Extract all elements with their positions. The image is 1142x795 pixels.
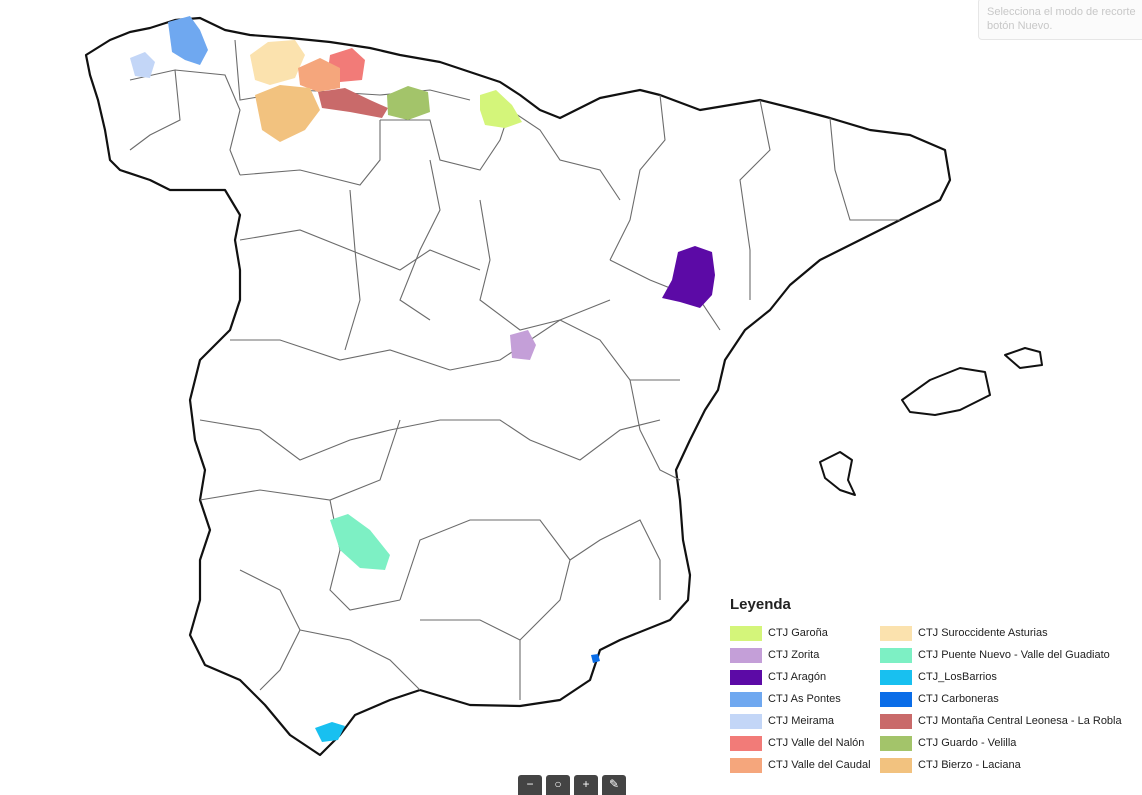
legend-title: Leyenda — [730, 596, 791, 613]
region-ctj-guardo-velilla[interactable] — [387, 86, 430, 120]
legend-swatch — [880, 691, 912, 707]
legend-label: CTJ Guardo - Velilla — [918, 737, 1017, 749]
legend-item: CTJ Suroccidente Asturias — [880, 622, 1122, 644]
region-ctj-puente-nuevo[interactable] — [330, 514, 390, 570]
legend-label: CTJ Zorita — [768, 649, 820, 661]
region-ctj-aragon[interactable] — [662, 246, 715, 308]
legend-label: CTJ Montaña Central Leonesa - La Robla — [918, 715, 1122, 727]
region-ctj-valle-caudal[interactable] — [298, 58, 340, 92]
legend-column-left: CTJ Garoña CTJ Zorita CTJ Aragón CTJ As … — [730, 622, 871, 776]
legend-swatch — [880, 713, 912, 729]
region-ctj-bierzo-laciana[interactable] — [255, 85, 320, 142]
search-icon: ○ — [554, 777, 562, 791]
legend-label: CTJ Suroccidente Asturias — [918, 627, 1048, 639]
region-ctj-meirama[interactable] — [130, 52, 155, 78]
legend-item: CTJ Zorita — [730, 644, 871, 666]
legend-item: CTJ Bierzo - Laciana — [880, 754, 1122, 776]
legend-swatch — [730, 757, 762, 773]
tooltip-hint: Selecciona el modo de recorte botón Nuev… — [978, 0, 1142, 40]
region-ctj-carboneras[interactable] — [591, 654, 600, 663]
legend-item: CTJ Guardo - Velilla — [880, 732, 1122, 754]
legend-item: CTJ Garoña — [730, 622, 871, 644]
legend-label: CTJ As Pontes — [768, 693, 841, 705]
legend-label: CTJ Puente Nuevo - Valle del Guadiato — [918, 649, 1110, 661]
legend-item: CTJ Puente Nuevo - Valle del Guadiato — [880, 644, 1122, 666]
legend-label: CTJ Bierzo - Laciana — [918, 759, 1021, 771]
region-ctj-montana-central-leonesa[interactable] — [318, 88, 388, 118]
legend-column-right: CTJ Suroccidente Asturias CTJ Puente Nue… — [880, 622, 1122, 776]
legend-swatch — [730, 713, 762, 729]
pen-icon: ✎ — [608, 777, 620, 791]
legend-label: CTJ Valle del Nalón — [768, 737, 865, 749]
region-ctj-suroccidente-asturias[interactable] — [250, 40, 305, 85]
legend-item: CTJ Valle del Nalón — [730, 732, 871, 754]
zoom-out-button[interactable]: − — [518, 775, 542, 795]
search-button[interactable]: ○ — [546, 775, 570, 795]
legend-swatch — [730, 735, 762, 751]
legend-swatch — [730, 691, 762, 707]
tooltip-line-2: botón Nuevo. — [987, 20, 1053, 32]
region-ctj-zorita[interactable] — [510, 330, 536, 360]
legend-label: CTJ_LosBarrios — [918, 671, 997, 683]
legend-swatch — [880, 757, 912, 773]
legend-label: CTJ Carboneras — [918, 693, 999, 705]
region-ctj-as-pontes[interactable] — [168, 16, 208, 65]
legend-item: CTJ_LosBarrios — [880, 666, 1122, 688]
region-ctj-garona[interactable] — [480, 90, 522, 128]
peninsula-outline — [84, 16, 952, 757]
province-boundaries — [129, 39, 900, 700]
legend-label: CTJ Valle del Caudal — [768, 759, 871, 771]
legend-swatch — [730, 647, 762, 663]
legend-swatch — [880, 669, 912, 685]
legend-label: CTJ Garoña — [768, 627, 828, 639]
ibiza-island — [819, 451, 856, 496]
menorca-island — [1004, 347, 1043, 369]
tooltip-line-1: Selecciona el modo de recorte — [987, 6, 1136, 18]
legend: Leyenda CTJ Garoña CTJ Zorita CTJ Aragón… — [730, 596, 1140, 781]
legend-swatch — [730, 625, 762, 641]
legend-swatch — [880, 625, 912, 641]
legend-swatch — [730, 669, 762, 685]
mallorca-island — [901, 367, 991, 416]
legend-swatch — [880, 647, 912, 663]
legend-swatch — [880, 735, 912, 751]
legend-item: CTJ Valle del Caudal — [730, 754, 871, 776]
plus-icon: + — [582, 777, 590, 791]
draw-button[interactable]: ✎ — [602, 775, 626, 795]
legend-item: CTJ Aragón — [730, 666, 871, 688]
legend-item: CTJ Montaña Central Leonesa - La Robla — [880, 710, 1122, 732]
minus-icon: − — [526, 777, 534, 791]
legend-label: CTJ Aragón — [768, 671, 827, 683]
region-ctj-los-barrios[interactable] — [315, 722, 345, 742]
zoom-in-button[interactable]: + — [574, 775, 598, 795]
legend-item: CTJ As Pontes — [730, 688, 871, 710]
legend-item: CTJ Carboneras — [880, 688, 1122, 710]
legend-label: CTJ Meirama — [768, 715, 835, 727]
legend-item: CTJ Meirama — [730, 710, 871, 732]
